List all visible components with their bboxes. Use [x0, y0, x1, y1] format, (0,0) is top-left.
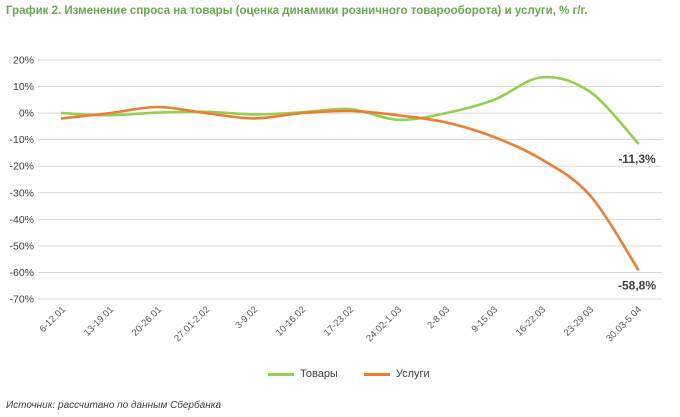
y-tick-label: -70%	[9, 294, 34, 306]
x-tick-label: 20-26.01	[130, 304, 164, 338]
x-tick-label: 17-23.02	[322, 304, 356, 338]
x-axis-ticks: 6-12.01 13-19.01 20-26.01 27.01-2.02 3-9.02 1…	[38, 304, 645, 344]
x-tick-label: 2-8.03	[425, 304, 452, 331]
x-tick-label: 27.01-2.02	[172, 304, 212, 344]
y-axis-ticks: 20% 10% 0% -10% -20% -30% -40% -50% -60% -70%	[9, 55, 34, 306]
data-labels: -11,3% -58,8%	[618, 152, 656, 292]
x-tick-label: 13-19.01	[82, 304, 116, 338]
source-note: Источник: рассчитано по данным Сбербанка	[6, 400, 222, 411]
legend-item-goods: Товары	[268, 368, 338, 380]
y-tick-label: -50%	[9, 240, 34, 252]
legend-swatch-services	[363, 372, 390, 376]
y-tick-label: 0%	[19, 108, 34, 120]
y-tick-label: -60%	[9, 267, 34, 279]
series-line-services	[60, 105, 640, 271]
data-label-goods: -11,3%	[618, 152, 656, 166]
y-tick-label: 10%	[13, 81, 34, 93]
data-label-services: -58,8%	[618, 278, 656, 292]
x-tick-label: 3-9.02	[233, 304, 260, 331]
x-tick-label: 16-22.03	[514, 304, 548, 338]
series-line-goods	[60, 75, 640, 145]
legend-swatch-goods	[268, 372, 294, 376]
chart-title: График 2. Изменение спроса на товары (оц…	[6, 5, 588, 17]
x-tick-label: 30.03-5.04	[604, 304, 644, 344]
x-tick-label: 23-29.03	[562, 304, 596, 338]
x-tick-label: 24.02-1.03	[364, 304, 404, 344]
legend: Товары Услуги	[268, 368, 430, 380]
y-tick-label: -20%	[9, 161, 34, 173]
legend-label-services: Услуги	[395, 368, 430, 380]
grid-lines	[38, 59, 662, 300]
y-tick-label: 20%	[13, 55, 34, 67]
series-lines	[60, 75, 640, 271]
legend-item-services: Услуги	[363, 368, 430, 380]
x-tick-label: 6-12.01	[38, 304, 69, 335]
y-tick-label: -40%	[9, 214, 34, 226]
legend-label-goods: Товары	[300, 368, 338, 380]
x-tick-label: 10-16.02	[274, 304, 308, 338]
y-tick-label: -30%	[9, 187, 34, 199]
y-tick-label: -10%	[9, 134, 34, 146]
x-tick-label: 9-15.03	[470, 304, 501, 335]
